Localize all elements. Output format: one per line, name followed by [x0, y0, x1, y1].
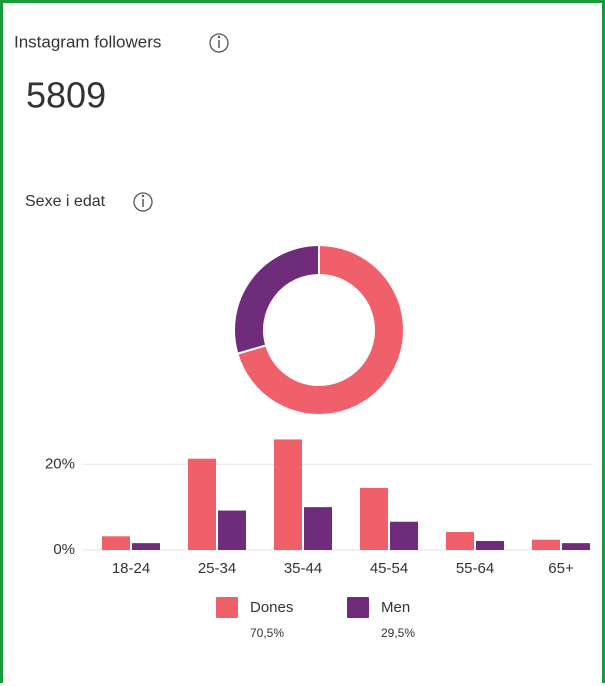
bar [532, 539, 560, 550]
legend-swatch [347, 597, 369, 618]
bar [188, 458, 216, 550]
bar [274, 439, 302, 550]
info-icon[interactable] [133, 192, 153, 212]
bar [360, 487, 388, 550]
donut-slice [233, 243, 320, 355]
bar [218, 510, 246, 550]
x-tick-label: 35-44 [284, 560, 322, 577]
section-title: Sexe i edat [25, 193, 106, 210]
x-tick-label: 25-34 [198, 560, 236, 577]
bar [304, 507, 332, 550]
y-tick-label: 20% [45, 455, 75, 472]
y-tick-label: 0% [53, 541, 75, 558]
x-tick-label: 18-24 [112, 560, 150, 577]
legend-swatch [216, 597, 238, 618]
donut-slice [236, 243, 405, 416]
bar [562, 543, 590, 550]
info-icon[interactable] [209, 33, 229, 53]
bar [102, 536, 130, 550]
x-tick-label: 65+ [548, 560, 574, 577]
bar [476, 541, 504, 550]
widget-title: Instagram followers [14, 32, 161, 51]
legend-label: Men [381, 599, 410, 616]
bar [446, 532, 474, 550]
x-tick-label: 55-64 [456, 560, 494, 577]
x-tick-label: 45-54 [370, 560, 408, 577]
follower-count: 5809 [26, 75, 106, 116]
chart: Instagram followers 5809 Sexe i edat 0% 2… [14, 32, 593, 640]
legend-percent: 29,5% [381, 626, 415, 640]
legend-label: Dones [250, 599, 293, 616]
bar [132, 543, 160, 550]
legend-percent: 70,5% [250, 626, 284, 640]
bar [390, 521, 418, 550]
